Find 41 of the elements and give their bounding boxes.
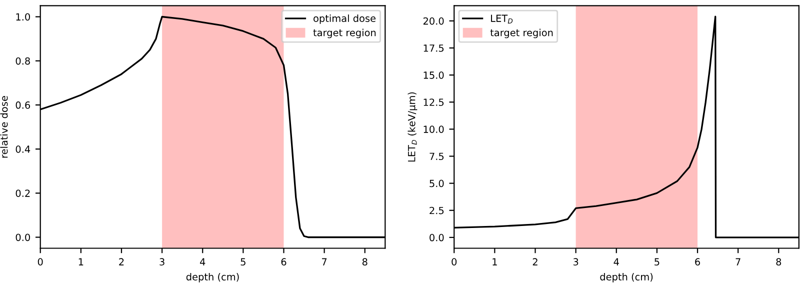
x-tick-label: 0: [38, 258, 43, 266]
y-tick-label: 7.5: [430, 152, 444, 160]
x-tick-label: 1: [78, 258, 84, 266]
y-tick-label: 20.0: [423, 17, 444, 25]
y-tick-label: 12.5: [424, 98, 444, 106]
x-tick-label: 5: [654, 258, 660, 266]
x-tick-label: 6: [281, 258, 286, 266]
band-label: target region: [313, 28, 376, 38]
y-tick-label: 0.8: [16, 57, 30, 65]
y-tick-label: 5.0: [430, 180, 444, 188]
y-axis-title: relative dose: [0, 96, 8, 158]
x-tick-label: 4: [200, 258, 206, 266]
x-tick-label: 3: [573, 258, 578, 266]
y-tick-label: 2.5: [430, 206, 444, 214]
x-tick-label: 2: [119, 258, 124, 266]
y-tick-label: 0.6: [16, 101, 30, 109]
x-tick-label: 0: [452, 258, 457, 266]
x-tick-label: 7: [322, 258, 327, 266]
y-tick-label: 15.0: [424, 72, 444, 79]
x-tick-label: 2: [532, 258, 538, 266]
x-tick-label: 6: [695, 258, 700, 266]
y-tick-label: 10.0: [424, 126, 444, 133]
x-tick-label: 4: [614, 258, 619, 266]
x-tick-label: 5: [240, 258, 246, 266]
x-tick-label: 8: [362, 258, 368, 266]
x-tick-label: 3: [160, 258, 164, 266]
band-label: target region: [490, 28, 553, 38]
y-tick-label: 17.5: [424, 44, 444, 52]
x-tick-label: 7: [736, 258, 740, 266]
y-tick-label: 0.0: [430, 234, 444, 242]
y-axis-title: LET$_{D}$ (keV/μm): [408, 92, 418, 162]
legend-label: LET$_{D}$: [491, 14, 513, 24]
x-axis-title: depth (cm): [600, 272, 653, 282]
x-tick-label: 8: [776, 258, 782, 266]
x-tick-label: 1: [492, 258, 497, 266]
y-tick-label: 0.2: [16, 190, 30, 197]
y-tick-label: 0.4: [16, 146, 30, 153]
y-tick-label: 0.0: [16, 234, 30, 242]
x-axis-title: depth (cm): [186, 272, 239, 282]
y-tick-label: 1.0: [16, 13, 30, 21]
legend-label: optimal dose: [314, 14, 376, 24]
